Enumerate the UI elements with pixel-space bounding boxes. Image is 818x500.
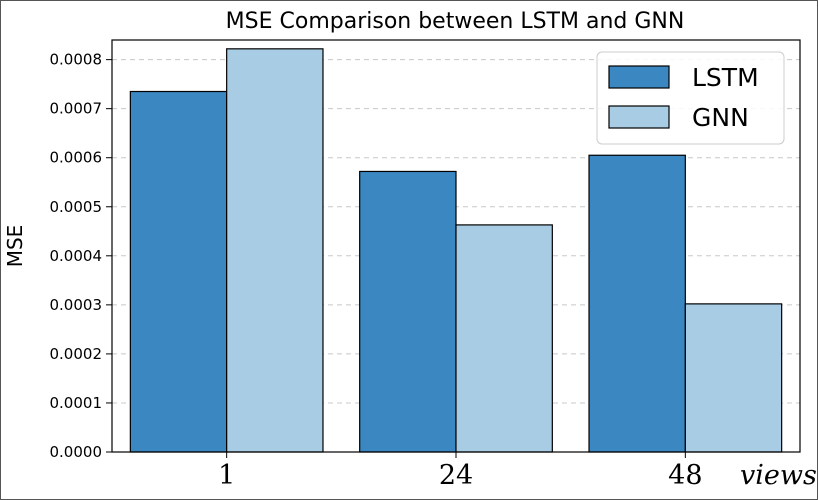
chart-title: MSE Comparison between LSTM and GNN bbox=[226, 9, 685, 34]
y-tick-label-5: 0.0005 bbox=[50, 198, 103, 216]
y-tick-label-6: 0.0006 bbox=[50, 149, 103, 167]
y-tick-label-0: 0.0000 bbox=[50, 443, 103, 461]
y-tick-label-2: 0.0002 bbox=[50, 345, 103, 363]
y-tick-label-3: 0.0003 bbox=[50, 296, 103, 314]
legend-swatch-gnn bbox=[608, 105, 670, 129]
bar-lstm-1 bbox=[129, 90, 228, 453]
x-tick-label-1: 1 bbox=[218, 460, 235, 491]
bar-gnn-1 bbox=[226, 48, 324, 453]
bar-gnn-24 bbox=[455, 224, 553, 453]
bar-lstm-48 bbox=[588, 154, 686, 453]
x-axis-ticks: 1 24 48 bbox=[218, 452, 703, 491]
bar-gnn-48 bbox=[684, 303, 783, 453]
legend-label-lstm: LSTM bbox=[692, 63, 759, 92]
x-tick-label-24: 24 bbox=[439, 460, 473, 491]
y-tick-label-4: 0.0004 bbox=[50, 247, 103, 265]
plot-area-border bbox=[111, 39, 801, 453]
y-axis-label: MSE bbox=[3, 225, 27, 268]
bar-lstm-24 bbox=[359, 170, 457, 453]
legend-label-gnn: GNN bbox=[692, 103, 749, 132]
y-axis-ticks: 0.0000 0.0001 0.0002 0.0003 0.0004 0.0005 0.00… bbox=[50, 51, 112, 461]
x-tick-label-48: 48 bbox=[668, 460, 702, 491]
bars bbox=[129, 48, 783, 453]
y-tick-label-8: 0.0008 bbox=[50, 51, 103, 69]
y-tick-label-7: 0.0007 bbox=[50, 100, 103, 118]
legend-swatch-lstm bbox=[608, 65, 670, 89]
x-axis-label: views bbox=[740, 460, 817, 491]
y-tick-label-1: 0.0001 bbox=[50, 394, 103, 412]
legend: LSTM GNN bbox=[596, 51, 785, 145]
